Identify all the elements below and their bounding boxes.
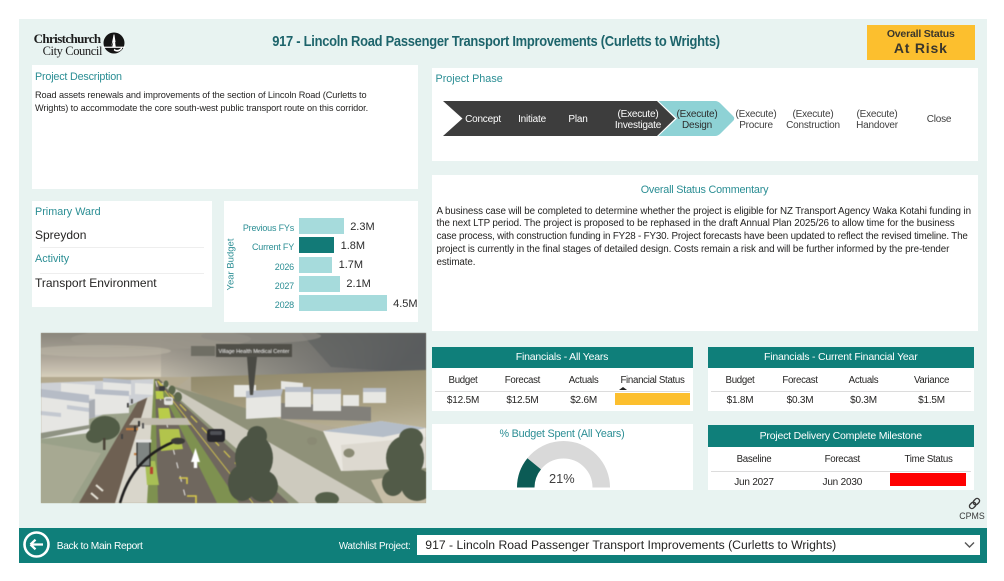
svg-text:Village Health Medical Center: Village Health Medical Center (218, 349, 289, 355)
